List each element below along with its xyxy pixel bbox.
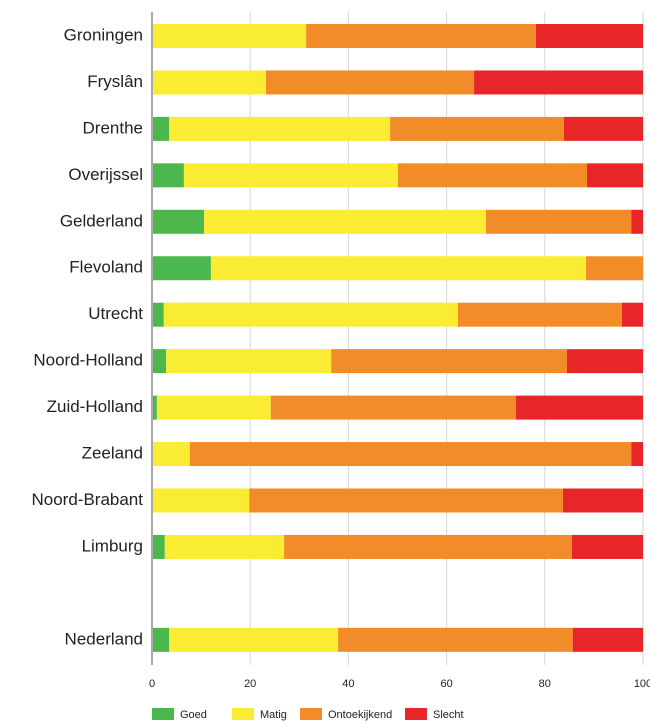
bar-segment (169, 627, 339, 652)
legend-label: Slecht (433, 709, 464, 721)
y-tick-label: Limburg (82, 536, 143, 555)
bar-segment (164, 534, 285, 559)
bar-segment (152, 209, 205, 234)
y-tick-label: Flevoland (69, 258, 143, 277)
bar-segment (152, 163, 184, 188)
y-tick-label: Zeeland (82, 444, 143, 463)
bar-segment (169, 116, 391, 141)
bar-segment (563, 116, 643, 141)
bar-segment (515, 395, 643, 420)
bar-segment (166, 349, 332, 374)
bar-segment (586, 256, 643, 281)
bar-segment (331, 349, 567, 374)
x-tick-label: 0 (149, 678, 155, 690)
y-tick-label: Utrecht (88, 304, 143, 323)
bar-segment (152, 442, 190, 467)
bar-segment (183, 163, 398, 188)
bar-segment (587, 163, 643, 188)
bar-segment (571, 534, 643, 559)
legend-item: Goed (152, 708, 207, 721)
bar-segment (152, 349, 167, 374)
bar-segment (474, 70, 643, 95)
bar-segment (270, 395, 516, 420)
bar-segment (152, 395, 157, 420)
bar-segment (152, 256, 211, 281)
bar-segment (621, 302, 643, 327)
bar-segment (562, 488, 643, 513)
legend-label: Ontoekijkend (328, 709, 392, 721)
bar-segment (390, 116, 564, 141)
y-tick-label: Noord-Brabant (31, 490, 143, 509)
bar-segment (210, 256, 587, 281)
y-tick-label: Drenthe (83, 118, 143, 137)
bar-segment (156, 395, 271, 420)
bar-segment (306, 24, 536, 48)
legend-label: Goed (180, 709, 207, 721)
legend-item: Matig (232, 708, 287, 721)
y-tick-label: Fryslân (87, 72, 143, 91)
bar-segment (249, 488, 563, 513)
bar-segment (189, 442, 632, 467)
x-tick-label: 20 (244, 678, 256, 690)
y-tick-label: Noord-Holland (33, 351, 143, 370)
bar-segment (152, 488, 250, 513)
x-tick-label: 80 (539, 678, 551, 690)
bar-segment (204, 209, 486, 234)
x-tick-label: 100 (634, 678, 650, 690)
legend-swatch (300, 708, 322, 720)
bar-segment (457, 302, 622, 327)
legend-swatch (405, 708, 427, 720)
bar-segment (152, 70, 266, 95)
bar-segment (572, 627, 643, 652)
bar-segment (566, 349, 643, 374)
bar-segment (284, 534, 572, 559)
bar-segment (152, 302, 164, 327)
y-tick-label: Overijssel (68, 165, 143, 184)
x-tick-label: 60 (440, 678, 452, 690)
bar-segment (265, 70, 475, 95)
y-tick-label: Zuid-Holland (47, 397, 143, 416)
bar-segment (152, 627, 170, 652)
bar-segment (535, 24, 643, 48)
y-tick-label: Gelderland (60, 211, 143, 230)
x-tick-label: 40 (342, 678, 354, 690)
bar-segment (338, 627, 573, 652)
bar-segment (631, 442, 643, 467)
bar-segment (152, 534, 165, 559)
legend-swatch (152, 708, 174, 720)
bar-segment (397, 163, 588, 188)
legend-label: Matig (260, 709, 287, 721)
legend-item: Ontoekijkend (300, 708, 392, 721)
bar-segment (485, 209, 632, 234)
bar-segment (631, 209, 643, 234)
bar-segment (152, 116, 170, 141)
legend-item: Slecht (405, 708, 464, 721)
legend-swatch (232, 708, 254, 720)
bar-segment (163, 302, 458, 327)
y-tick-label: Nederland (65, 629, 143, 648)
y-tick-label: Groningen (64, 25, 143, 44)
bar-segment (152, 24, 307, 48)
